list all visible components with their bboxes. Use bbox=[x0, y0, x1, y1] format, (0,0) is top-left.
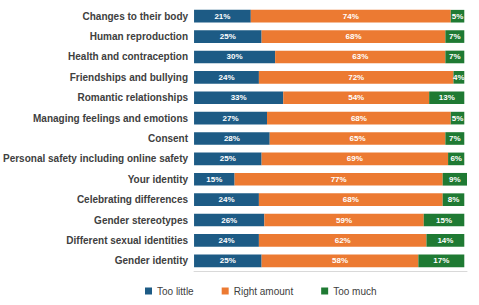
svg-text:Gender identity: Gender identity bbox=[115, 255, 189, 266]
svg-text:68%: 68% bbox=[343, 195, 359, 204]
svg-text:62%: 62% bbox=[335, 236, 351, 245]
svg-text:Human reproduction: Human reproduction bbox=[90, 31, 188, 42]
svg-text:25%: 25% bbox=[220, 32, 236, 41]
svg-text:72%: 72% bbox=[348, 73, 364, 82]
svg-text:Personal safety including onli: Personal safety including online safety bbox=[3, 153, 188, 164]
svg-text:Romantic relationships: Romantic relationships bbox=[77, 92, 188, 103]
svg-text:68%: 68% bbox=[345, 32, 361, 41]
svg-text:Your identity: Your identity bbox=[128, 174, 189, 185]
svg-text:24%: 24% bbox=[218, 236, 234, 245]
svg-text:63%: 63% bbox=[352, 52, 368, 61]
svg-text:54%: 54% bbox=[348, 93, 364, 102]
svg-text:Too little: Too little bbox=[157, 286, 194, 297]
svg-text:26%: 26% bbox=[221, 216, 237, 225]
svg-text:77%: 77% bbox=[331, 175, 347, 184]
svg-text:6%: 6% bbox=[450, 154, 462, 163]
svg-text:9%: 9% bbox=[449, 175, 461, 184]
svg-text:Friendships and bullying: Friendships and bullying bbox=[70, 72, 188, 83]
svg-text:17%: 17% bbox=[433, 256, 449, 265]
svg-text:27%: 27% bbox=[223, 114, 239, 123]
svg-text:14%: 14% bbox=[437, 236, 453, 245]
svg-text:7%: 7% bbox=[449, 32, 461, 41]
svg-text:30%: 30% bbox=[227, 52, 243, 61]
svg-text:7%: 7% bbox=[449, 134, 461, 143]
svg-text:24%: 24% bbox=[218, 195, 234, 204]
svg-text:33%: 33% bbox=[231, 93, 247, 102]
svg-text:7%: 7% bbox=[449, 52, 461, 61]
svg-text:68%: 68% bbox=[351, 114, 367, 123]
svg-text:15%: 15% bbox=[206, 175, 222, 184]
svg-text:28%: 28% bbox=[224, 134, 240, 143]
svg-text:74%: 74% bbox=[343, 12, 359, 21]
svg-text:5%: 5% bbox=[452, 12, 464, 21]
svg-text:25%: 25% bbox=[220, 256, 236, 265]
svg-text:Consent: Consent bbox=[148, 133, 189, 144]
svg-text:15%: 15% bbox=[436, 216, 452, 225]
svg-text:Too much: Too much bbox=[333, 286, 376, 297]
svg-text:Health and contraception: Health and contraception bbox=[68, 51, 188, 62]
svg-text:58%: 58% bbox=[332, 256, 348, 265]
svg-text:Celebrating differences: Celebrating differences bbox=[77, 194, 189, 205]
svg-text:Right amount: Right amount bbox=[234, 286, 294, 297]
svg-text:Gender stereotypes: Gender stereotypes bbox=[94, 215, 188, 226]
svg-text:Different sexual identities: Different sexual identities bbox=[66, 235, 188, 246]
svg-text:59%: 59% bbox=[336, 216, 352, 225]
svg-text:69%: 69% bbox=[347, 154, 363, 163]
svg-text:5%: 5% bbox=[452, 114, 464, 123]
svg-text:21%: 21% bbox=[214, 12, 230, 21]
svg-text:65%: 65% bbox=[350, 134, 366, 143]
svg-text:Managing feelings and emotions: Managing feelings and emotions bbox=[33, 113, 188, 124]
svg-text:4%: 4% bbox=[453, 73, 465, 82]
svg-text:25%: 25% bbox=[220, 154, 236, 163]
svg-text:Changes to their body: Changes to their body bbox=[82, 11, 188, 22]
svg-text:8%: 8% bbox=[448, 195, 460, 204]
svg-text:13%: 13% bbox=[439, 93, 455, 102]
svg-text:24%: 24% bbox=[218, 73, 234, 82]
